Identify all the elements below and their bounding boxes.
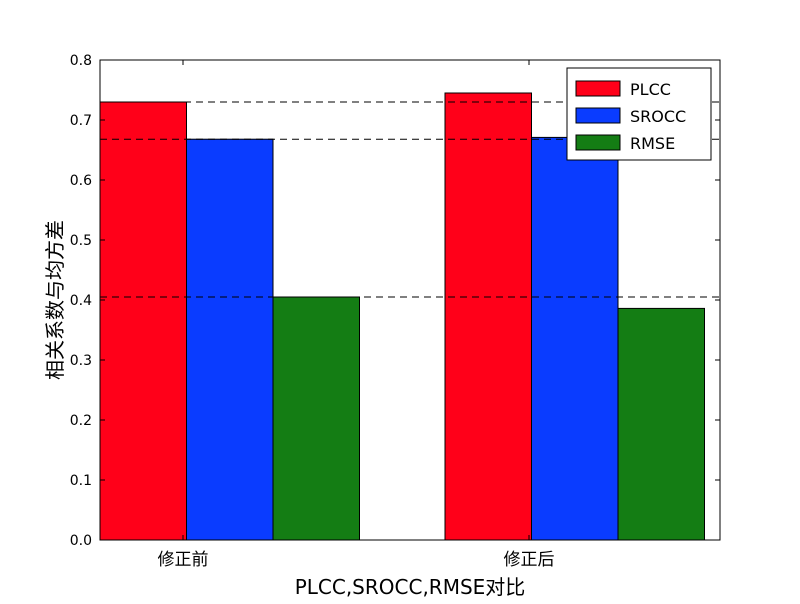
bars-layer [99, 92, 705, 541]
legend-label-plcc: PLCC [630, 80, 671, 99]
legend: PLCC SROCC RMSE [566, 67, 712, 161]
y-tick-label: 0.5 [70, 233, 92, 249]
y-tick-label: 0.3 [70, 353, 92, 369]
x-axis-label: PLCC,SROCC,RMSE对比 [295, 575, 526, 599]
x-tick-label: 修正后 [504, 550, 555, 570]
y-tick-label: 0.8 [70, 53, 92, 69]
legend-swatch-plcc [575, 80, 621, 97]
y-tick-label: 0.2 [70, 413, 92, 429]
y-tick-label: 0.0 [70, 533, 92, 549]
y-axis-label: 相关系数与均方差 [43, 220, 67, 380]
legend-label-rmse: RMSE [630, 134, 675, 153]
bar-plcc-1 [99, 101, 187, 541]
legend-swatch-srocc [575, 107, 621, 124]
bar-rmse-2 [617, 307, 705, 541]
y-tick-label: 0.7 [70, 113, 92, 129]
bar-plcc-2 [444, 92, 532, 541]
legend-swatch-rmse [575, 134, 621, 151]
bar-srocc-1 [186, 138, 274, 541]
y-tick-label: 0.6 [70, 173, 92, 189]
y-tick-label: 0.1 [70, 473, 92, 489]
y-tick-label: 0.4 [70, 293, 92, 309]
bar-srocc-2 [531, 136, 619, 541]
bar-rmse-1 [272, 296, 360, 541]
ticks-layer: 0.0 0.1 0.2 0.3 0.4 0.5 0.6 0.7 0.8 修正前 修正后 [70, 53, 720, 570]
legend-label-srocc: SROCC [630, 107, 686, 126]
x-tick-label: 修正前 [158, 550, 209, 570]
